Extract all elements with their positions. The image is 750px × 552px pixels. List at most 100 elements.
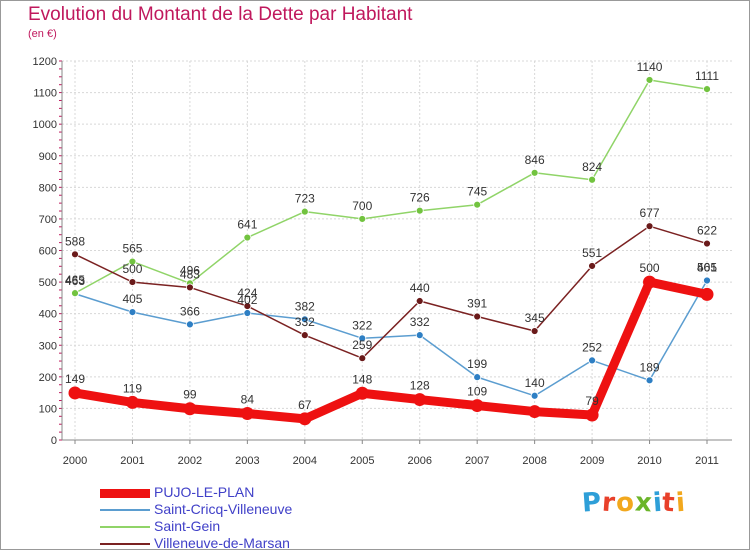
data-label: 622 (697, 224, 717, 238)
y-tick-label: 400 (39, 309, 57, 321)
data-point-saint-gein (300, 207, 309, 216)
data-label: 67 (298, 398, 312, 412)
legend-item: Villeneuve-de-Marsan (100, 535, 292, 552)
data-label: 1111 (695, 69, 719, 83)
data-point-villeneuve-de-marsan (530, 327, 539, 335)
data-label: 402 (237, 293, 257, 307)
data-label: 846 (525, 153, 545, 167)
data-point-saint-gein (473, 200, 482, 209)
data-label: 199 (467, 357, 487, 371)
x-tick-label: 2010 (637, 455, 661, 467)
data-point-pujo-le-plan (700, 287, 714, 301)
data-point-saint-cricq-villeneuve (186, 320, 194, 329)
data-label: 551 (582, 246, 602, 260)
data-point-pujo-le-plan (68, 386, 82, 400)
data-point-saint-cricq-villeneuve (128, 308, 137, 316)
legend-swatch (100, 509, 150, 511)
data-point-saint-gein (128, 257, 137, 266)
data-point-saint-cricq-villeneuve (703, 276, 711, 285)
proxiti-logo: Proxiti (580, 487, 687, 519)
data-label: 505 (697, 261, 717, 275)
data-point-villeneuve-de-marsan (300, 331, 309, 340)
x-tick-label: 2004 (293, 455, 317, 467)
data-point-saint-cricq-villeneuve (300, 315, 309, 324)
data-label: 345 (525, 311, 545, 325)
data-label: 391 (467, 297, 487, 311)
data-point-saint-gein (530, 168, 539, 177)
data-label: 148 (352, 372, 372, 386)
legend-item: PUJO-LE-PLAN (100, 484, 292, 501)
data-label: 119 (123, 381, 142, 395)
x-tick-label: 2001 (120, 455, 144, 467)
data-label: 1140 (637, 60, 663, 74)
data-point-pujo-le-plan (413, 393, 427, 407)
data-label: 99 (183, 388, 197, 402)
data-label: 140 (525, 376, 545, 390)
data-point-saint-cricq-villeneuve (530, 391, 539, 400)
data-point-saint-gein (243, 233, 252, 242)
data-point-villeneuve-de-marsan (645, 222, 654, 231)
logo-letter: P (580, 487, 604, 519)
series-line-saint-gein (74, 79, 708, 294)
logo-letter: o (614, 487, 636, 519)
plot-area (62, 61, 732, 440)
x-tick-label: 2009 (580, 455, 604, 467)
x-tick-label: 2007 (465, 455, 489, 467)
legend-label: Saint-Gein (154, 518, 221, 534)
y-tick-label: 600 (39, 246, 57, 258)
legend-item: Saint-Gein (100, 518, 292, 535)
data-point-saint-cricq-villeneuve (415, 331, 424, 340)
data-point-saint-gein (703, 85, 711, 94)
data-point-villeneuve-de-marsan (703, 239, 711, 248)
legend-swatch (100, 526, 150, 528)
y-tick-label: 300 (39, 340, 57, 352)
data-label: 496 (180, 263, 200, 277)
data-point-pujo-le-plan (298, 412, 312, 426)
data-label: 565 (122, 242, 142, 256)
x-tick-label: 2000 (63, 455, 87, 467)
y-tick-label: 500 (39, 277, 57, 289)
series-line-saint-cricq-villeneuve (74, 279, 708, 397)
data-point-pujo-le-plan (470, 399, 484, 413)
data-label: 641 (237, 218, 257, 232)
data-point-saint-cricq-villeneuve (645, 376, 654, 385)
data-label: 745 (467, 185, 487, 199)
data-point-pujo-le-plan (183, 402, 197, 416)
x-tick-label: 2008 (522, 455, 546, 467)
data-point-saint-cricq-villeneuve (243, 309, 252, 317)
legend-label: PUJO-LE-PLAN (154, 484, 255, 500)
x-tick-label: 2011 (695, 455, 719, 467)
data-label: 259 (352, 338, 372, 352)
data-label: 424 (237, 286, 257, 300)
chart-subtitle: (en €) (28, 28, 57, 40)
x-tick-label: 2002 (178, 455, 202, 467)
x-tick-label: 2005 (350, 455, 374, 467)
data-label: 465 (65, 273, 85, 287)
x-tick-label: 2003 (235, 455, 259, 467)
y-tick-label: 1200 (33, 56, 57, 68)
data-point-pujo-le-plan (585, 408, 599, 422)
data-label: 824 (582, 160, 602, 174)
data-point-villeneuve-de-marsan (473, 312, 482, 321)
data-label: 677 (640, 206, 660, 220)
data-label: 189 (640, 360, 660, 374)
data-point-pujo-le-plan (240, 406, 254, 420)
data-point-pujo-le-plan (528, 405, 542, 419)
y-tick-label: 1100 (33, 88, 57, 100)
data-label: 500 (640, 261, 660, 275)
x-tick-label: 2006 (407, 455, 431, 467)
y-tick-label: 800 (39, 182, 57, 194)
legend-swatch (100, 543, 150, 545)
data-point-villeneuve-de-marsan (415, 297, 424, 305)
legend-item: Saint-Cricq-Villeneuve (100, 501, 292, 518)
data-point-saint-cricq-villeneuve (358, 334, 367, 343)
data-label: 500 (122, 262, 142, 276)
data-point-pujo-le-plan (125, 395, 139, 409)
data-label: 588 (65, 234, 85, 248)
series-line-villeneuve-de-marsan (74, 225, 708, 359)
data-label: 463 (65, 274, 85, 288)
data-point-saint-cricq-villeneuve (588, 356, 596, 365)
series-line-pujo-le-plan (70, 277, 712, 424)
y-tick-label: 900 (39, 151, 57, 163)
data-point-villeneuve-de-marsan (71, 250, 79, 259)
